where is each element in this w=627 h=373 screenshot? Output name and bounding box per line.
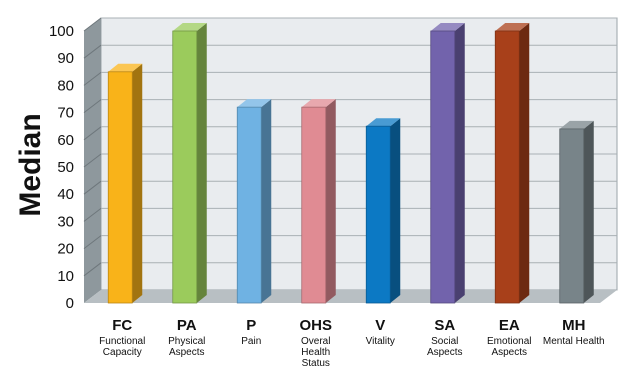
bar-sa: [430, 23, 465, 304]
y-tick-label: 90: [57, 50, 74, 67]
bar-side: [261, 99, 272, 303]
gridline-side: [83, 180, 102, 195]
category-label: Functional: [99, 336, 145, 347]
category-abbr: FC: [112, 317, 132, 334]
category-label: Emotional: [487, 336, 531, 347]
bar-ea: [494, 23, 530, 304]
bar-top: [108, 63, 143, 72]
bar-front: [430, 30, 456, 304]
category-abbr: EA: [499, 317, 520, 334]
category-label: Capacity: [103, 347, 142, 358]
y-tick-label: 20: [57, 241, 74, 258]
bar-side: [196, 23, 207, 303]
category-abbr: MH: [562, 317, 585, 334]
category-abbr: OHS: [299, 317, 332, 334]
gridline-side: [83, 153, 102, 168]
bar-top: [301, 99, 336, 108]
x-axis-labels: FCFunctionalCapacityPAPhysicalAspectsPPa…: [99, 317, 604, 369]
gridline-side: [83, 262, 102, 277]
category-label: Aspects: [169, 347, 205, 358]
category-abbr: PA: [177, 317, 197, 334]
y-tick-label: 40: [57, 186, 74, 203]
category-label: Health: [301, 347, 330, 358]
bar-top: [559, 120, 594, 129]
category-label: Vitality: [366, 336, 395, 347]
bar-top: [237, 99, 272, 108]
bar-top: [495, 23, 530, 31]
category-label: Overal: [301, 336, 330, 347]
bar-front: [494, 30, 520, 304]
chart-walls: [84, 17, 618, 303]
floor: [84, 290, 617, 303]
bar-front: [107, 71, 133, 304]
bar-front: [172, 30, 198, 304]
bar-top: [172, 23, 207, 31]
bar-ohs: [301, 99, 336, 304]
category-abbr: SA: [434, 317, 455, 334]
bars: [107, 23, 594, 304]
bar-pa: [172, 23, 207, 304]
category-abbr: P: [246, 317, 256, 334]
gridline-side: [83, 208, 102, 222]
y-tick-label: 70: [57, 105, 74, 122]
bar-top: [366, 118, 401, 127]
bar-side: [519, 23, 530, 303]
y-tick-label: 100: [49, 23, 74, 40]
bar-side: [583, 120, 594, 303]
category-label: Status: [302, 358, 330, 369]
category-label: Pain: [241, 336, 261, 347]
bar-top: [430, 23, 465, 31]
y-axis-label: Median: [14, 113, 47, 216]
y-tick-label: 80: [57, 77, 74, 94]
category-label: Aspects: [491, 347, 527, 358]
category-abbr: V: [375, 317, 385, 334]
bar-p: [236, 99, 272, 304]
category-label: Physical: [168, 336, 205, 347]
y-axis-ticks: 0 10 20 30 40 50 60 70 80 90 100: [49, 23, 74, 312]
gridline-side: [83, 44, 102, 59]
bar-front: [236, 106, 262, 304]
category-label: Mental Health: [543, 336, 605, 347]
bar-v: [365, 118, 401, 304]
bar-side: [390, 118, 401, 303]
bar-front: [559, 128, 585, 304]
gridline-side: [83, 72, 102, 86]
y-tick-label: 10: [57, 268, 74, 285]
gridline-side: [83, 17, 102, 32]
y-tick-label: 0: [66, 295, 74, 312]
gridline-side: [83, 99, 102, 113]
y-tick-label: 60: [57, 132, 74, 149]
bar-side: [132, 63, 143, 303]
bar-fc: [107, 63, 143, 304]
bar-front: [301, 106, 327, 304]
bar-side: [325, 99, 336, 303]
gridline-side: [83, 126, 102, 141]
y-tick-label: 50: [57, 159, 74, 176]
gridline-side: [83, 235, 102, 249]
bar-mh: [559, 120, 594, 304]
category-label: Aspects: [427, 347, 463, 358]
bar-front: [365, 125, 391, 304]
y-tick-label: 30: [57, 213, 74, 230]
bar-side: [454, 23, 465, 303]
category-label: Social: [431, 336, 458, 347]
